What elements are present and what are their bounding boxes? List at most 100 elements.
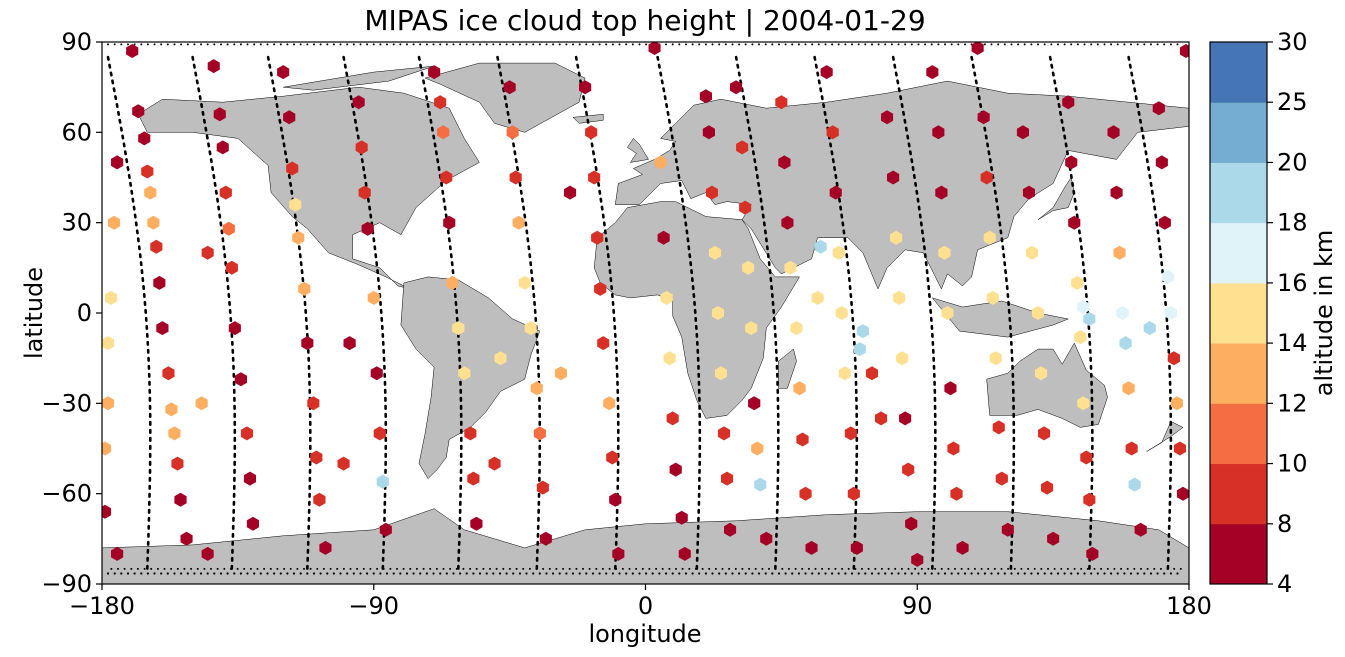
cloud-point bbox=[1041, 480, 1054, 495]
cloud-point bbox=[980, 170, 993, 185]
polar-sample-dot bbox=[366, 572, 369, 575]
polar-sample-dot bbox=[1166, 567, 1169, 570]
cloud-point bbox=[1047, 531, 1060, 546]
x-tick-label: −90 bbox=[348, 592, 399, 620]
polar-sample-dot bbox=[884, 572, 887, 575]
cloud-point bbox=[702, 125, 715, 140]
cloud-point bbox=[228, 321, 241, 336]
polar-sample-dot bbox=[326, 572, 329, 575]
polar-sample-dot bbox=[502, 567, 505, 570]
cloud-point bbox=[660, 290, 673, 305]
polar-sample-dot bbox=[1003, 43, 1006, 46]
x-tick-label: 180 bbox=[1166, 592, 1212, 620]
polar-sample-dot bbox=[140, 43, 143, 46]
polar-sample-dot bbox=[1176, 43, 1179, 46]
polar-sample-dot bbox=[1023, 572, 1026, 575]
polar-sample-dot bbox=[1143, 572, 1146, 575]
cloud-point bbox=[899, 411, 912, 426]
cloud-point bbox=[796, 432, 809, 447]
polar-sample-dot bbox=[552, 43, 555, 46]
cloud-point bbox=[896, 351, 909, 366]
polar-sample-dot bbox=[831, 43, 834, 46]
polar-sample-dot bbox=[904, 43, 907, 46]
polar-sample-dot bbox=[954, 567, 956, 570]
cloud-point bbox=[711, 306, 724, 320]
polar-sample-dot bbox=[943, 572, 947, 575]
polar-sample-dot bbox=[449, 567, 452, 570]
polar-sample-dot bbox=[306, 572, 309, 575]
cloud-point bbox=[956, 540, 969, 555]
cloud-point bbox=[126, 44, 139, 58]
cloud-point bbox=[1035, 366, 1048, 381]
polar-sample-dot bbox=[106, 572, 110, 575]
cloud-points bbox=[102, 42, 1189, 567]
polar-sample-dot bbox=[482, 567, 485, 570]
polar-sample-dot bbox=[708, 567, 711, 570]
polar-sample-dot bbox=[764, 43, 767, 46]
cloud-point bbox=[875, 411, 888, 426]
polar-sample-dot bbox=[406, 43, 408, 46]
y-tick-label: 60 bbox=[61, 118, 92, 146]
cloud-point bbox=[554, 366, 567, 381]
cloud-point bbox=[464, 426, 477, 441]
cloud-point bbox=[313, 492, 326, 507]
polar-sample-dot bbox=[130, 567, 133, 570]
polar-sample-dot bbox=[817, 572, 820, 575]
polar-sample-dot bbox=[1047, 567, 1049, 570]
cloud-point bbox=[219, 185, 232, 200]
polar-sample-dot bbox=[386, 43, 388, 46]
polar-sample-dot bbox=[213, 43, 216, 46]
orbit-track bbox=[891, 55, 937, 571]
polar-sample-dot bbox=[844, 572, 847, 575]
polar-sample-dot bbox=[243, 567, 246, 570]
y-axis-label: latitude bbox=[20, 267, 48, 359]
polar-sample-dot bbox=[153, 572, 156, 575]
polar-sample-dot bbox=[761, 567, 764, 570]
polar-sample-dot bbox=[625, 43, 628, 46]
polar-sample-dot bbox=[459, 572, 462, 575]
polar-sample-dot bbox=[784, 572, 787, 575]
land-arctic-islands bbox=[283, 65, 435, 91]
polar-sample-dot bbox=[1020, 567, 1023, 570]
cloud-point bbox=[337, 456, 350, 471]
orbit-track bbox=[266, 55, 312, 571]
polar-sample-dot bbox=[611, 572, 615, 575]
polar-sample-dot bbox=[1156, 572, 1159, 575]
orbit-track bbox=[191, 55, 237, 571]
colorbar-tick-label: 4 bbox=[1277, 570, 1292, 598]
colorbar-tick-label: 18 bbox=[1277, 209, 1308, 237]
polar-sample-dot bbox=[1103, 43, 1106, 46]
polar-sample-dot bbox=[498, 572, 502, 575]
polar-sample-dot bbox=[452, 43, 455, 46]
cloud-point bbox=[1128, 477, 1141, 492]
polar-sample-dot bbox=[422, 567, 425, 570]
polar-sample-dot bbox=[492, 43, 495, 46]
polar-sample-dot bbox=[1017, 572, 1020, 575]
polar-sample-dot bbox=[525, 43, 528, 46]
polar-sample-dot bbox=[947, 567, 950, 570]
polar-sample-dot bbox=[768, 567, 770, 570]
polar-sample-dot bbox=[724, 43, 727, 46]
polar-sample-dot bbox=[1100, 567, 1103, 570]
polar-sample-dot bbox=[834, 567, 837, 570]
polar-sample-dot bbox=[645, 43, 648, 46]
polar-sample-dot bbox=[1063, 43, 1066, 46]
polar-sample-dot bbox=[273, 572, 276, 575]
polar-sample-dot bbox=[465, 43, 468, 46]
cloud-point bbox=[748, 396, 761, 411]
y-tick-label: 0 bbox=[77, 299, 92, 327]
cloud-point bbox=[488, 456, 501, 471]
polar-sample-dot bbox=[718, 43, 721, 46]
polar-sample-dot bbox=[910, 572, 913, 575]
cloud-point bbox=[597, 336, 610, 351]
polar-sample-dot bbox=[1017, 43, 1020, 46]
cloud-point bbox=[585, 125, 598, 140]
cloud-point bbox=[141, 164, 154, 179]
cloud-point bbox=[1125, 441, 1138, 456]
polar-sample-dot bbox=[160, 43, 163, 46]
cloud-point bbox=[343, 336, 356, 351]
polar-sample-dot bbox=[286, 43, 289, 46]
cloud-point bbox=[1038, 426, 1051, 441]
cloud-point bbox=[1170, 396, 1183, 411]
cloud-point bbox=[458, 366, 471, 381]
